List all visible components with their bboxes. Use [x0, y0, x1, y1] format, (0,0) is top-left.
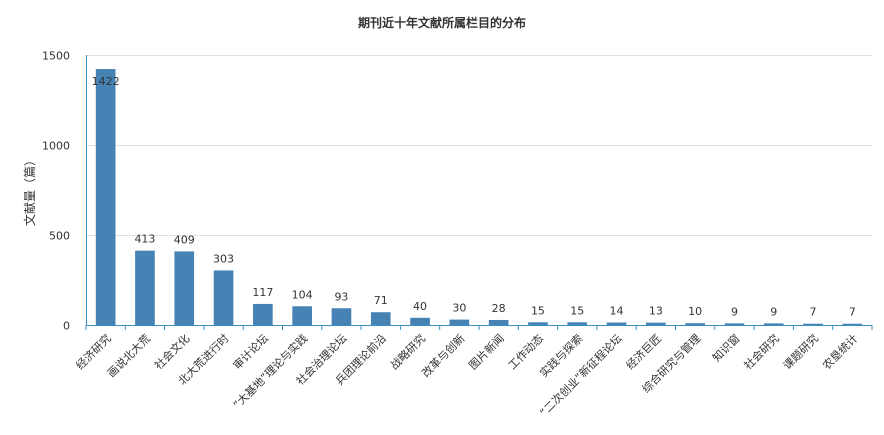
- data-label: 71: [374, 294, 388, 307]
- bar: [488, 319, 509, 325]
- bar: [331, 308, 352, 325]
- x-tick-label: 课题研究: [780, 331, 821, 372]
- data-label: 13: [649, 305, 663, 318]
- data-label: 15: [570, 304, 584, 317]
- data-label: 117: [252, 286, 273, 299]
- bar: [253, 303, 273, 325]
- y-tick-label: 500: [49, 230, 70, 243]
- chart-title: 期刊近十年文献所属栏目的分布: [358, 15, 526, 30]
- bar: [646, 322, 666, 325]
- x-axis-ticks: 经济研究画说北大荒社会文化北大荒进行时审计论坛“大基地”理论与实践社会治理论坛兵…: [73, 325, 873, 419]
- data-label: 413: [134, 233, 155, 246]
- bar: [567, 322, 588, 325]
- y-tick-label: 0: [63, 320, 70, 333]
- data-label: 30: [452, 302, 466, 315]
- x-tick-label: 图片新闻: [466, 331, 507, 372]
- data-label: 1422: [92, 75, 120, 88]
- data-label: 7: [849, 306, 856, 319]
- data-label: 93: [334, 290, 348, 303]
- bars: [95, 69, 863, 325]
- bar: [528, 322, 548, 325]
- x-tick-label: “大基地”理论与实践: [230, 331, 310, 411]
- bar: [174, 251, 195, 325]
- grid-lines: [86, 55, 872, 236]
- x-tick-label: 经济研究: [73, 331, 114, 372]
- data-label: 409: [174, 233, 195, 246]
- data-label: 40: [413, 300, 427, 313]
- y-tick-label: 1500: [42, 50, 70, 63]
- data-label: 14: [610, 304, 624, 317]
- y-axis-label: 文献量（篇）: [22, 154, 37, 226]
- bar: [95, 69, 116, 325]
- data-labels: 1422 413 409 303 117 104 93 71 40 30 28 15 15 14 13 10 9…: [92, 75, 856, 319]
- data-label: 104: [292, 288, 313, 301]
- bar: [842, 323, 863, 325]
- bar: [685, 323, 705, 325]
- data-label: 303: [213, 252, 234, 265]
- data-label: 10: [688, 305, 702, 318]
- x-tick-label: 社会研究: [741, 331, 782, 372]
- data-label: 9: [731, 305, 738, 318]
- bar: [449, 319, 470, 325]
- x-tick-label: 经济巨匠: [623, 331, 664, 372]
- bar: [135, 250, 155, 325]
- data-label: 7: [810, 306, 817, 319]
- bar: [724, 323, 745, 325]
- x-tick-label: 农垦统计: [819, 331, 860, 372]
- bar: [292, 306, 312, 325]
- data-label: 15: [531, 304, 545, 317]
- x-tick-label: 画说北大荒: [104, 331, 153, 380]
- x-tick-label: 战略研究: [387, 331, 428, 372]
- bar: [803, 323, 823, 325]
- x-tick-label: 知识窗: [709, 331, 742, 364]
- x-tick-label: 工作动态: [506, 332, 546, 372]
- bar: [763, 323, 784, 325]
- data-label: 28: [492, 302, 506, 315]
- bar: [370, 312, 391, 325]
- y-tick-label: 1000: [42, 140, 70, 153]
- y-axis-ticks: 0 500 1000 1500: [42, 50, 70, 333]
- bar: [213, 270, 234, 325]
- bar: [606, 322, 627, 325]
- x-tick-label: 改革与创新: [419, 331, 468, 380]
- x-tick-label: 审计论坛: [230, 331, 271, 372]
- data-label: 9: [770, 305, 777, 318]
- x-tick-label: 社会文化: [151, 331, 192, 372]
- bar: [410, 317, 430, 325]
